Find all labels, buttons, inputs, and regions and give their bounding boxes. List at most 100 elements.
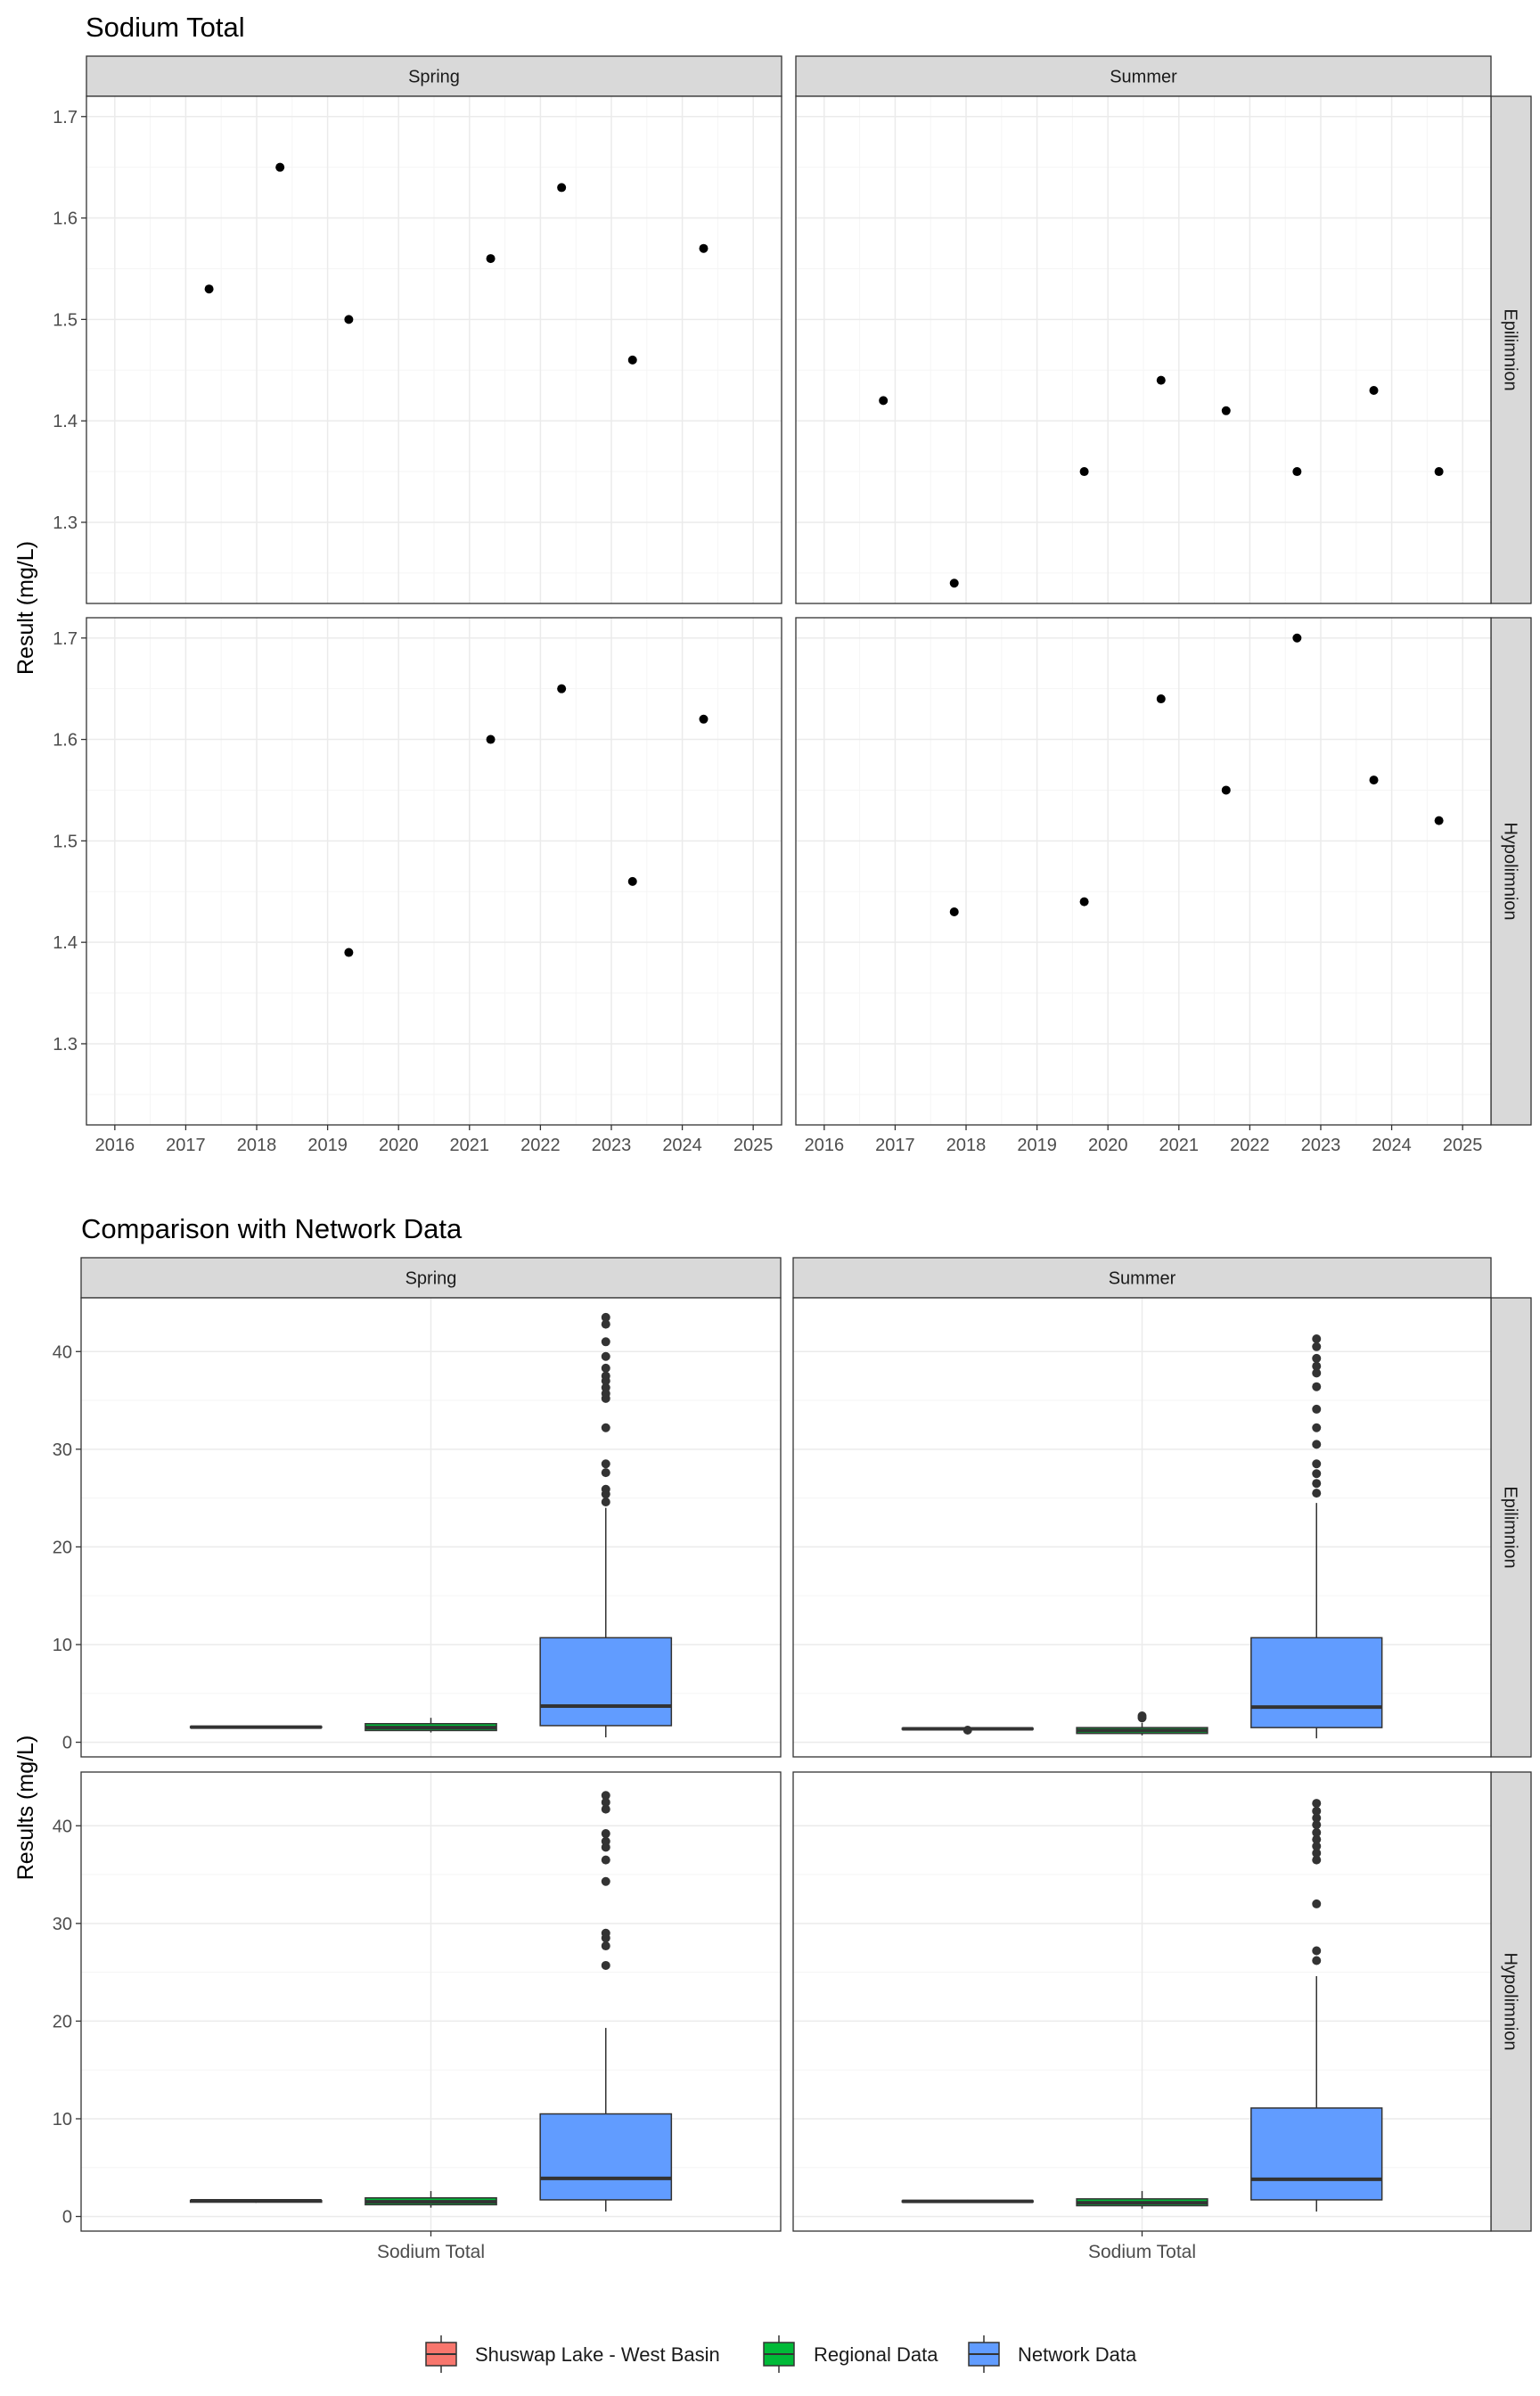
y-tick-label: 20 [53, 2012, 72, 2031]
box-network-data [539, 1791, 673, 2212]
outlier-point [601, 1797, 610, 1807]
legend-label: Shuswap Lake - West Basin [475, 2343, 720, 2366]
data-point [699, 243, 709, 253]
y-tick-label: 1.6 [53, 209, 78, 229]
outlier-point [1312, 1469, 1322, 1479]
y-tick-label: 20 [53, 1538, 72, 1557]
y-tick-label: 1.7 [53, 108, 78, 127]
outlier-point [1312, 1459, 1322, 1469]
y-axis-label: Result (mg/L) [13, 541, 38, 675]
x-tick-label: 2017 [166, 1136, 206, 1155]
outlier-point [601, 1928, 610, 1938]
box-shuswap-lake-west-basin [189, 2199, 323, 2203]
outlier-point [1312, 1361, 1322, 1371]
data-point [1156, 694, 1166, 704]
outlier-point [601, 1876, 610, 1886]
y-tick-label: 1.4 [53, 933, 78, 953]
data-point [1221, 785, 1231, 795]
data-point [557, 684, 567, 693]
data-point [486, 254, 496, 264]
outlier-point [1312, 1423, 1322, 1432]
y-tick-label: 30 [53, 1440, 72, 1460]
box-regional-data [365, 1718, 497, 1733]
x-tick-label: 2019 [1017, 1136, 1057, 1155]
facet-strip [80, 1257, 782, 1299]
panel-border [795, 95, 1492, 604]
data-point [949, 578, 959, 588]
facet-strip-label: Epilimnion [1501, 1486, 1520, 1568]
y-tick-label: 40 [53, 1817, 72, 1836]
data-point [699, 714, 709, 724]
panel-border [86, 95, 782, 604]
outlier-point [1312, 1820, 1322, 1830]
data-point [1292, 467, 1302, 477]
facet-strip [86, 55, 782, 97]
x-tick-label: 2023 [1301, 1136, 1341, 1155]
outlier-point [1312, 1404, 1322, 1414]
outlier-point [1312, 1813, 1322, 1823]
x-tick-label: 2024 [1372, 1136, 1412, 1155]
legend-label: Regional Data [814, 2343, 938, 2366]
outlier-point [1312, 1946, 1322, 1956]
outlier-point [1312, 1899, 1322, 1908]
data-point [275, 162, 285, 172]
x-tick-label: 2018 [237, 1136, 277, 1155]
outlier-point [601, 1498, 610, 1507]
outlier-point [601, 1791, 610, 1801]
facet-strip-label: Spring [408, 68, 460, 87]
outlier-point [601, 1319, 610, 1329]
data-point [1221, 406, 1231, 415]
box-network-data [539, 1312, 673, 1738]
x-tick-label: 2022 [520, 1136, 561, 1155]
panel-border [80, 1297, 782, 1758]
data-point [1369, 775, 1379, 785]
y-tick-label: 40 [53, 1342, 72, 1362]
legend-label: Network Data [1018, 2343, 1137, 2366]
x-tick-label: 2024 [662, 1136, 702, 1155]
data-point [486, 734, 496, 744]
y-tick-label: 1.3 [53, 513, 78, 533]
x-tick-label: 2020 [1088, 1136, 1128, 1155]
facet-strip [1490, 617, 1532, 1126]
box-regional-data [1076, 1711, 1208, 1735]
data-point [627, 355, 637, 365]
outlier-point [601, 1423, 610, 1432]
data-point [1079, 467, 1089, 477]
outlier-point [1312, 1842, 1322, 1851]
outlier-point [1312, 1368, 1322, 1378]
data-point [1434, 816, 1444, 825]
outlier-point [601, 1468, 610, 1478]
data-point [344, 315, 354, 324]
x-tick-label: 2025 [1443, 1136, 1483, 1155]
box-regional-data [1076, 2191, 1208, 2209]
x-tick-label: 2019 [307, 1136, 348, 1155]
box-body [539, 1637, 673, 1727]
data-point [1369, 386, 1379, 396]
x-tick-label: Sodium Total [1088, 2242, 1196, 2262]
box-body [539, 2113, 673, 2201]
outlier-point [601, 1337, 610, 1347]
x-tick-label: 2018 [946, 1136, 987, 1155]
facet-strip-label: Spring [405, 1269, 457, 1289]
chart-title: Sodium Total [86, 12, 245, 43]
outlier-point [962, 1725, 972, 1735]
x-tick-label: 2020 [379, 1136, 419, 1155]
data-point [627, 876, 637, 886]
y-tick-label: 1.7 [53, 629, 78, 649]
panel-border [795, 617, 1492, 1126]
data-point [1156, 375, 1166, 385]
data-point [1079, 897, 1089, 907]
y-tick-label: 10 [53, 2110, 72, 2129]
facet-strip-label: Hypolimnion [1501, 1952, 1520, 2050]
facet-strip [1490, 95, 1532, 604]
x-tick-label: 2025 [733, 1136, 774, 1155]
outlier-point [601, 1829, 610, 1839]
box-shuswap-lake-west-basin [901, 1725, 1034, 1735]
facet-strip-label: Summer [1109, 1269, 1176, 1289]
outlier-point [1312, 1848, 1322, 1858]
facet-strip-label: Summer [1110, 68, 1177, 87]
box-body [1250, 2107, 1383, 2201]
outlier-point [601, 1351, 610, 1361]
outlier-point [601, 1855, 610, 1865]
